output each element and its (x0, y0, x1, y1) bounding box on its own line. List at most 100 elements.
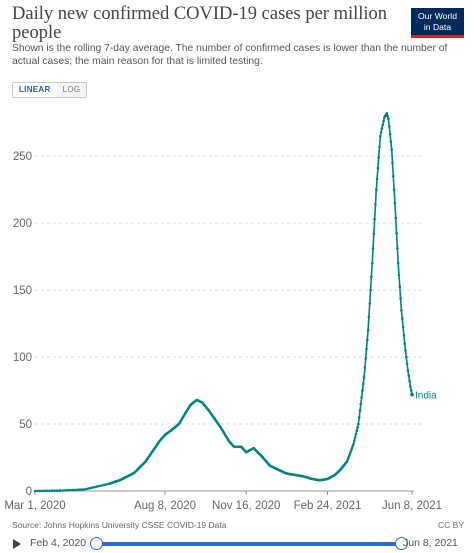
line-chart[interactable]: 0 50 100 150 200 250 Mar 1, 2020 Aug 8, 2020 Nov… (0, 100, 474, 515)
data-point (367, 315, 371, 319)
data-point (407, 374, 411, 378)
data-point (357, 422, 360, 426)
data-point (100, 484, 103, 487)
scale-toggle: LINEAR LOG (12, 82, 88, 98)
data-point (399, 297, 402, 300)
data-point (380, 127, 384, 130)
y-tick-label: 0 (26, 486, 32, 498)
data-point (405, 362, 409, 366)
data-point (90, 486, 94, 490)
data-point (373, 217, 376, 221)
timeline-start-label: Feb 4, 2020 (30, 537, 87, 549)
data-point (66, 488, 69, 492)
y-tick-label: 200 (13, 218, 32, 230)
x-tick-label: Aug 8, 2020 (134, 500, 196, 512)
logo-line-2: in Data (423, 22, 452, 32)
data-point (378, 145, 381, 149)
data-point (375, 188, 378, 191)
data-point (360, 396, 363, 399)
data-point (356, 426, 359, 429)
data-point (58, 489, 62, 492)
data-point (354, 432, 358, 436)
data-point (403, 342, 407, 345)
logo-line-1: Our World (418, 11, 457, 21)
linear-scale-button[interactable]: LINEAR (13, 83, 58, 97)
data-point (41, 489, 44, 493)
data-point (372, 232, 376, 236)
data-point (85, 487, 89, 491)
data-point (68, 488, 72, 492)
data-point (381, 123, 385, 127)
data-point (346, 458, 350, 461)
data-point (396, 262, 400, 265)
x-tick-label: Jun 8, 2021 (382, 500, 442, 512)
data-point (102, 483, 106, 487)
data-point (395, 231, 398, 235)
y-tick-label: 250 (13, 151, 32, 163)
data-point (404, 349, 407, 352)
log-scale-button[interactable]: LOG (56, 83, 87, 97)
data-point (363, 366, 367, 370)
y-tick-label: 50 (19, 419, 32, 431)
data-point (393, 201, 397, 205)
data-point (366, 338, 369, 341)
data-point (390, 148, 394, 151)
data-point (63, 489, 67, 492)
source-note[interactable]: Source: Johns Hopkins University CSSE CO… (12, 520, 227, 530)
data-point (379, 131, 383, 134)
data-point (357, 416, 361, 419)
data-point (400, 308, 403, 312)
timeline-range (101, 542, 397, 546)
x-tick-label: Feb 24, 2021 (294, 500, 362, 512)
data-point (55, 489, 59, 493)
data-point (379, 134, 382, 138)
play-icon[interactable] (13, 539, 21, 549)
data-point-last (410, 392, 414, 397)
timeline: Feb 4, 2020 Jun 8, 2021 (0, 535, 474, 553)
data-point (347, 455, 350, 459)
x-tick-label: Nov 16, 2020 (212, 500, 280, 512)
data-point (358, 409, 362, 412)
data-point (392, 175, 395, 178)
data-point (53, 489, 56, 493)
data-point (365, 347, 368, 351)
data-point (405, 355, 408, 359)
license-label[interactable]: CC BY (438, 520, 464, 530)
data-point (368, 302, 372, 305)
data-point (389, 140, 393, 144)
data-point (350, 447, 354, 450)
data-point (362, 382, 365, 386)
timeline-start-handle[interactable] (89, 537, 103, 550)
data-point (375, 177, 379, 181)
data-point (73, 488, 77, 492)
data-point (370, 275, 373, 278)
data-point (50, 489, 54, 493)
owid-logo[interactable]: Our World in Data (411, 8, 464, 38)
data-point (45, 489, 49, 493)
data-point (387, 117, 390, 120)
data-point (409, 389, 413, 392)
data-point (80, 488, 84, 491)
data-point (348, 453, 351, 457)
data-point (406, 369, 410, 372)
data-point (352, 442, 355, 446)
timeline-end-handle[interactable] (394, 537, 408, 550)
data-point (401, 325, 405, 329)
chart-subtitle: Shown is the rolling 7-day average. The … (12, 43, 448, 67)
data-point (36, 489, 39, 493)
data-point (78, 488, 81, 491)
data-point (71, 488, 74, 492)
data-point (105, 483, 108, 486)
data-point (388, 125, 391, 128)
data-point (366, 329, 370, 332)
y-tick-label: 100 (13, 352, 32, 364)
data-point (48, 489, 51, 493)
data-point (396, 247, 399, 250)
data-point (353, 436, 357, 439)
series-label-india: India (415, 391, 437, 402)
data-point (364, 357, 368, 360)
data-point (362, 375, 366, 379)
data-point (95, 485, 99, 488)
data-point (83, 488, 86, 491)
data-point (391, 161, 394, 165)
